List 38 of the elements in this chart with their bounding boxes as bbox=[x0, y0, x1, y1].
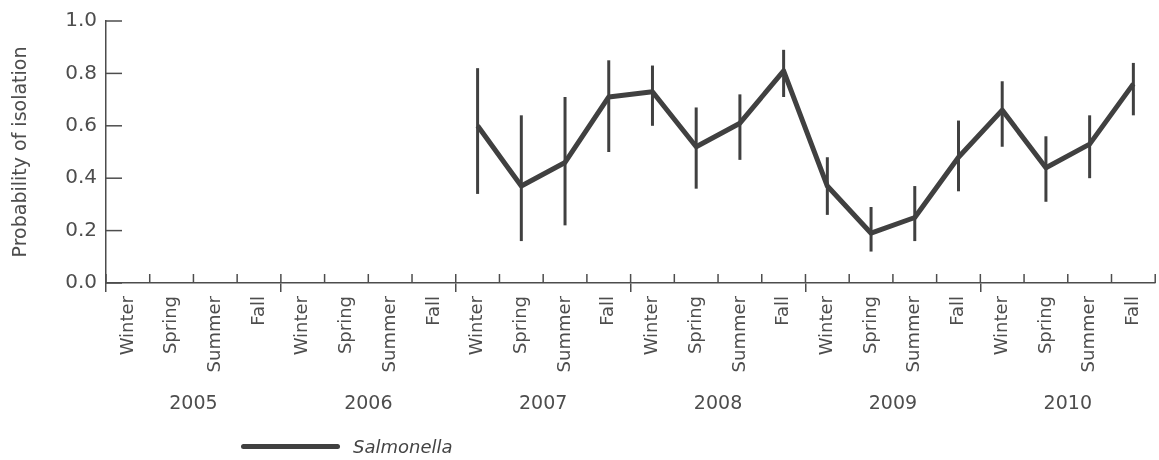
x-tick-label: Spring bbox=[683, 296, 705, 355]
x-tick-label: Summer bbox=[727, 295, 749, 373]
text: 2005 bbox=[169, 390, 218, 413]
x-tick-label: Spring bbox=[1033, 296, 1055, 355]
x-tick-label: Summer bbox=[1077, 295, 1099, 373]
x-tick-label: Winter bbox=[989, 295, 1011, 356]
x-tick-label: Summer bbox=[377, 295, 399, 373]
x-tick-label: Winter bbox=[640, 295, 662, 356]
x-tick-label: Spring bbox=[858, 296, 880, 355]
y-tick-label: 0.4 bbox=[65, 164, 97, 189]
text: 2009 bbox=[868, 390, 918, 413]
text: 2010 bbox=[1043, 390, 1092, 413]
x-tick-label: Fall bbox=[946, 296, 968, 326]
x-tick-label: Spring bbox=[334, 296, 356, 355]
x-tick-label: Summer bbox=[202, 295, 224, 373]
y-tick-label: 1.0 bbox=[65, 7, 97, 32]
y-axis-title: Probability of isolation bbox=[8, 46, 31, 258]
x-tick-label: Fall bbox=[1121, 296, 1143, 326]
y-tick-label: 0.6 bbox=[65, 112, 97, 136]
x-tick-label: Summer bbox=[902, 295, 924, 373]
x-tick-label: Summer bbox=[552, 295, 574, 373]
x-tick-label: Fall bbox=[246, 296, 268, 326]
x-tick-label: Fall bbox=[596, 296, 618, 326]
x-tick-label: Fall bbox=[421, 296, 443, 326]
y-tick-label: 0.0 bbox=[65, 269, 97, 294]
text: 2006 bbox=[344, 390, 393, 413]
x-tick-label: Fall bbox=[771, 296, 793, 326]
y-tick-label: 0.8 bbox=[65, 59, 97, 84]
x-tick-label: Winter bbox=[815, 295, 837, 356]
x-tick-label: Winter bbox=[115, 295, 137, 356]
x-tick-label: Spring bbox=[508, 296, 530, 355]
x-tick-label: Winter bbox=[465, 295, 487, 356]
text: 2007 bbox=[518, 390, 568, 413]
y-tick-label: 0.2 bbox=[65, 216, 97, 241]
text: Salmonella bbox=[353, 436, 453, 457]
x-tick-label: Spring bbox=[159, 296, 181, 355]
x-tick-label: Winter bbox=[290, 295, 312, 356]
text: 2008 bbox=[693, 390, 743, 413]
